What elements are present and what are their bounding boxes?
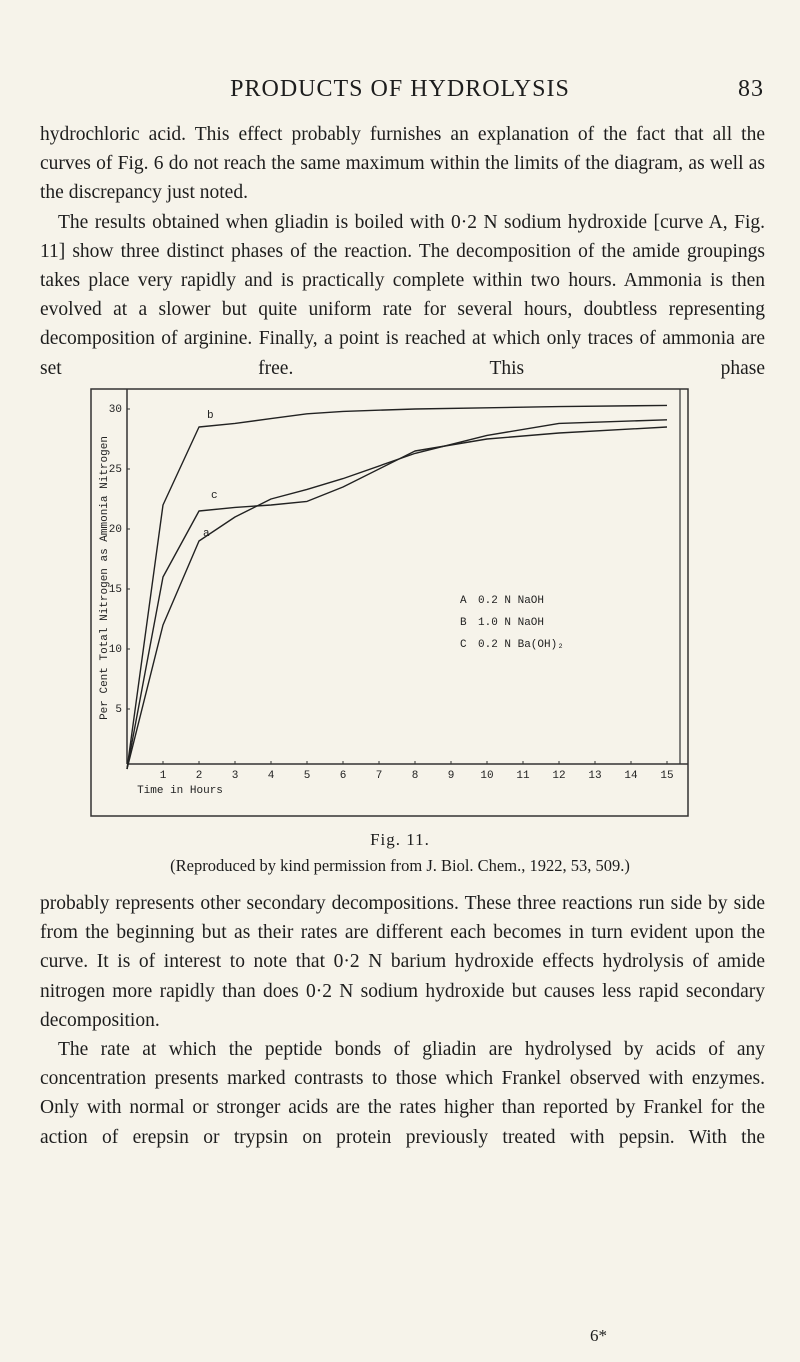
x-axis-label: Time in Hours (137, 785, 223, 797)
signature-mark: 6* (590, 1326, 607, 1345)
text-block: hydrochloric acid. This effect probably … (40, 120, 765, 383)
curve (126, 426, 668, 770)
paragraph: The results obtained when gliadin is boi… (40, 211, 765, 379)
paragraph: probably represents other secondary deco… (40, 893, 765, 1031)
x-tick-label: 7 (376, 770, 383, 782)
y-tick-label: 30 (109, 404, 122, 416)
x-tick-label: 1 (160, 770, 167, 782)
header-title: PRODUCTS OF HYDROLYSIS (230, 76, 570, 102)
x-tick-label: 13 (588, 770, 601, 782)
x-tick-label: 8 (412, 770, 419, 782)
legend-name: 1.0 N NaOH (478, 617, 544, 629)
frame (90, 388, 689, 817)
chart: Per Cent Total Nitrogen as Ammonia Nitro… (90, 388, 689, 817)
legend-key: C (460, 639, 467, 651)
y-tick-label: 25 (109, 464, 122, 476)
curve-label: a (203, 528, 210, 540)
y-axis-label: Per Cent Total Nitrogen as Ammonia Nitro… (99, 436, 111, 720)
x-tick-label: 9 (448, 770, 455, 782)
curve (126, 404, 668, 770)
x-tick-label: 14 (624, 770, 638, 782)
figure-credit: (Reproduced by kind permission from J. B… (170, 856, 630, 875)
paragraph: hydrochloric acid. This effect probably … (40, 124, 765, 204)
legend-name: 0.2 N Ba(OH)₂ (478, 639, 564, 651)
page-number: 83 (738, 76, 764, 102)
y-tick-label: 15 (109, 584, 122, 596)
legend-name: 0.2 N NaOH (478, 595, 544, 607)
legend-key: B (460, 617, 467, 629)
figure-number: Fig. 11. (370, 830, 430, 849)
legend-key: A (460, 595, 467, 607)
x-tick-label: 5 (304, 770, 311, 782)
y-tick-label: 20 (109, 524, 122, 536)
x-tick-label: 3 (232, 770, 239, 782)
paragraph: The rate at which the peptide bonds of g… (40, 1039, 765, 1148)
x-tick-label: 15 (660, 770, 673, 782)
y-tick-label: 5 (115, 704, 122, 716)
curve (126, 419, 668, 770)
y-tick-label: 10 (109, 644, 122, 656)
x-tick-label: 11 (516, 770, 530, 782)
x-tick-label: 12 (552, 770, 565, 782)
x-tick-label: 6 (340, 770, 347, 782)
curve-label: b (207, 410, 214, 422)
text-block: probably represents other secondary deco… (40, 889, 765, 1152)
curve-label: c (211, 490, 218, 502)
x-tick-label: 4 (268, 770, 275, 782)
x-tick-label: 10 (480, 770, 493, 782)
x-tick-label: 2 (196, 770, 203, 782)
